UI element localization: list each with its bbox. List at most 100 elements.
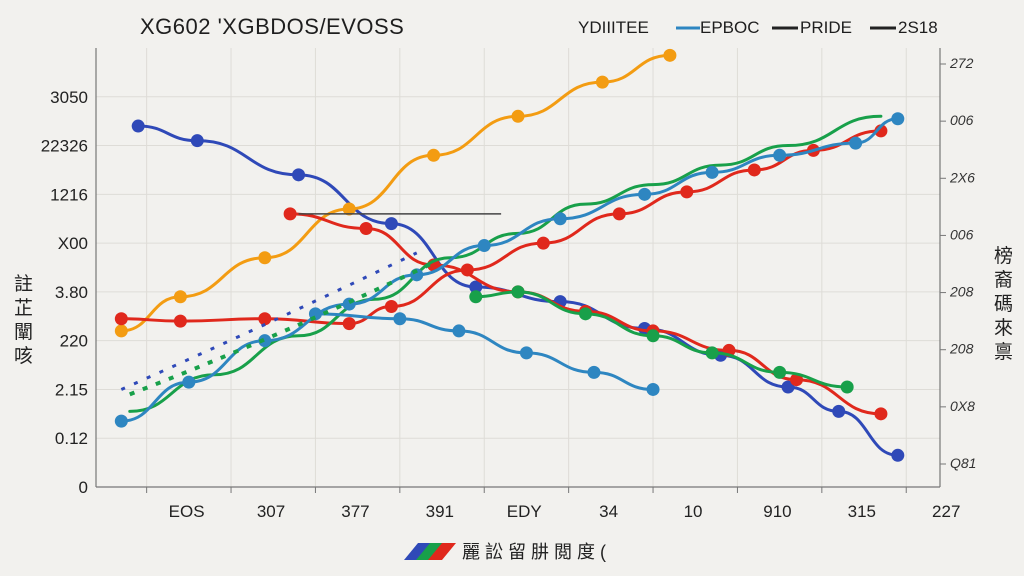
- y-tick-label: 3.80: [55, 283, 88, 302]
- x-axis-title: 麗 訟 留 肼 閲 度 (: [404, 542, 606, 562]
- right-tick-label: 2X6: [949, 169, 975, 185]
- right-tick-label: 272: [949, 55, 974, 71]
- data-point: [840, 380, 854, 394]
- data-point: [173, 314, 187, 328]
- axis-title-glyph: 榜: [994, 245, 1013, 267]
- data-point: [663, 48, 677, 62]
- data-point: [646, 382, 660, 396]
- axis-title-glyph: 芷: [14, 297, 33, 319]
- dotted-trend: [129, 260, 435, 397]
- series-7: [308, 307, 660, 396]
- data-point: [258, 312, 272, 326]
- x-tick-label: EDY: [507, 502, 542, 521]
- data-point: [747, 163, 761, 177]
- y-axis-title-right-text: 榜裔碼來禀: [994, 245, 1013, 363]
- legend-entry-label: PRIDE: [800, 18, 852, 37]
- y-tick-label: X00: [58, 234, 88, 253]
- axis-title-glyph: 裔: [994, 269, 1013, 291]
- series-6: [114, 112, 905, 428]
- x-tick-label: EOS: [169, 502, 205, 521]
- y-tick-label: 0: [79, 478, 88, 497]
- data-point: [519, 346, 533, 360]
- x-tick-label: 227: [932, 502, 960, 521]
- xlabel-logo-icon: [416, 543, 444, 560]
- data-point: [292, 168, 306, 182]
- data-point: [477, 239, 491, 253]
- x-tick-labels: EOS 307 377 391 EDY 34 10 910 315 227: [146, 487, 960, 521]
- legend-entry-label: EPBOC: [700, 18, 760, 37]
- x-tick-label: 910: [763, 502, 791, 521]
- data-point: [190, 134, 204, 148]
- x-axis-title-text: 麗 訟 留 肼 閲 度 (: [462, 542, 606, 562]
- y-tick-label: 0.12: [55, 429, 88, 448]
- data-point: [773, 365, 787, 379]
- axis-title-glyph: 闡: [14, 322, 33, 343]
- y-tick-label: 220: [60, 332, 88, 351]
- axis-title-glyph: 註: [14, 273, 33, 295]
- data-point: [553, 212, 567, 226]
- y-tick-label: 1216: [50, 185, 88, 204]
- series-5: [469, 285, 854, 394]
- data-point: [469, 280, 483, 294]
- data-point: [359, 221, 373, 235]
- data-point: [258, 334, 272, 348]
- data-point: [114, 324, 128, 338]
- x-tick-label: 391: [426, 502, 454, 521]
- data-point: [705, 346, 719, 360]
- data-point: [182, 375, 196, 389]
- data-point: [427, 148, 441, 162]
- x-tick-label: 315: [848, 502, 876, 521]
- right-tick-label: 006: [950, 112, 974, 128]
- x-tick-label: 10: [684, 502, 703, 521]
- data-point: [832, 404, 846, 418]
- data-point: [393, 312, 407, 326]
- dotted-trend: [120, 251, 418, 391]
- data-point: [646, 329, 660, 343]
- data-point: [342, 297, 356, 311]
- data-point: [790, 373, 804, 387]
- right-tick-label: 0X8: [950, 398, 975, 414]
- data-point: [638, 187, 652, 201]
- data-point: [536, 236, 550, 250]
- data-point: [283, 207, 297, 221]
- y-tick-label: 2.15: [55, 380, 88, 399]
- axis-title-glyph: 碼: [994, 294, 1013, 315]
- data-point: [173, 290, 187, 304]
- data-point: [114, 312, 128, 326]
- y-axis-title-text: 註芷闡咳: [14, 273, 33, 367]
- y-tick-label: 22326: [41, 137, 88, 156]
- right-tick-labels: 272 006 2X6 006 208 208 0X8 Q81: [940, 55, 976, 471]
- data-point: [705, 165, 719, 179]
- dotted-overlay: [120, 213, 502, 397]
- y-tick-labels: 0 0.12 2.15 220 3.80 X00 1216 22326 3050: [41, 88, 88, 497]
- y-tick-label: 3050: [50, 88, 88, 107]
- data-point: [258, 251, 272, 265]
- series-line: [128, 114, 883, 413]
- data-point: [874, 407, 888, 421]
- right-tick-label: 208: [949, 341, 974, 357]
- right-tick-label: Q81: [950, 455, 976, 471]
- data-point: [511, 285, 525, 299]
- axis-title-glyph: 咳: [14, 345, 33, 367]
- data-point: [384, 300, 398, 314]
- legend: YDIIITEE EPBOC PRIDE 2S18: [578, 18, 938, 37]
- data-point: [342, 317, 356, 331]
- series-line: [474, 290, 849, 389]
- legend-entry-label: 2S18: [898, 18, 938, 37]
- x-tick-label: 34: [599, 502, 618, 521]
- right-tick-label: 208: [949, 284, 974, 300]
- data-point: [384, 217, 398, 231]
- xlabel-logo-icon: [404, 543, 432, 560]
- y-axis-title-right: 榜裔碼來禀: [994, 245, 1013, 363]
- data-point: [511, 109, 525, 123]
- x-tick-label: 307: [257, 502, 285, 521]
- data-point: [469, 290, 483, 304]
- data-point: [891, 112, 905, 126]
- axis-title-glyph: 禀: [994, 341, 1013, 363]
- data-point: [452, 324, 466, 338]
- legend-header: YDIIITEE: [578, 18, 649, 37]
- chart-title: XG602 'XGBDOS/EVOSS: [140, 14, 404, 39]
- series-line: [119, 53, 672, 333]
- data-point: [579, 307, 593, 321]
